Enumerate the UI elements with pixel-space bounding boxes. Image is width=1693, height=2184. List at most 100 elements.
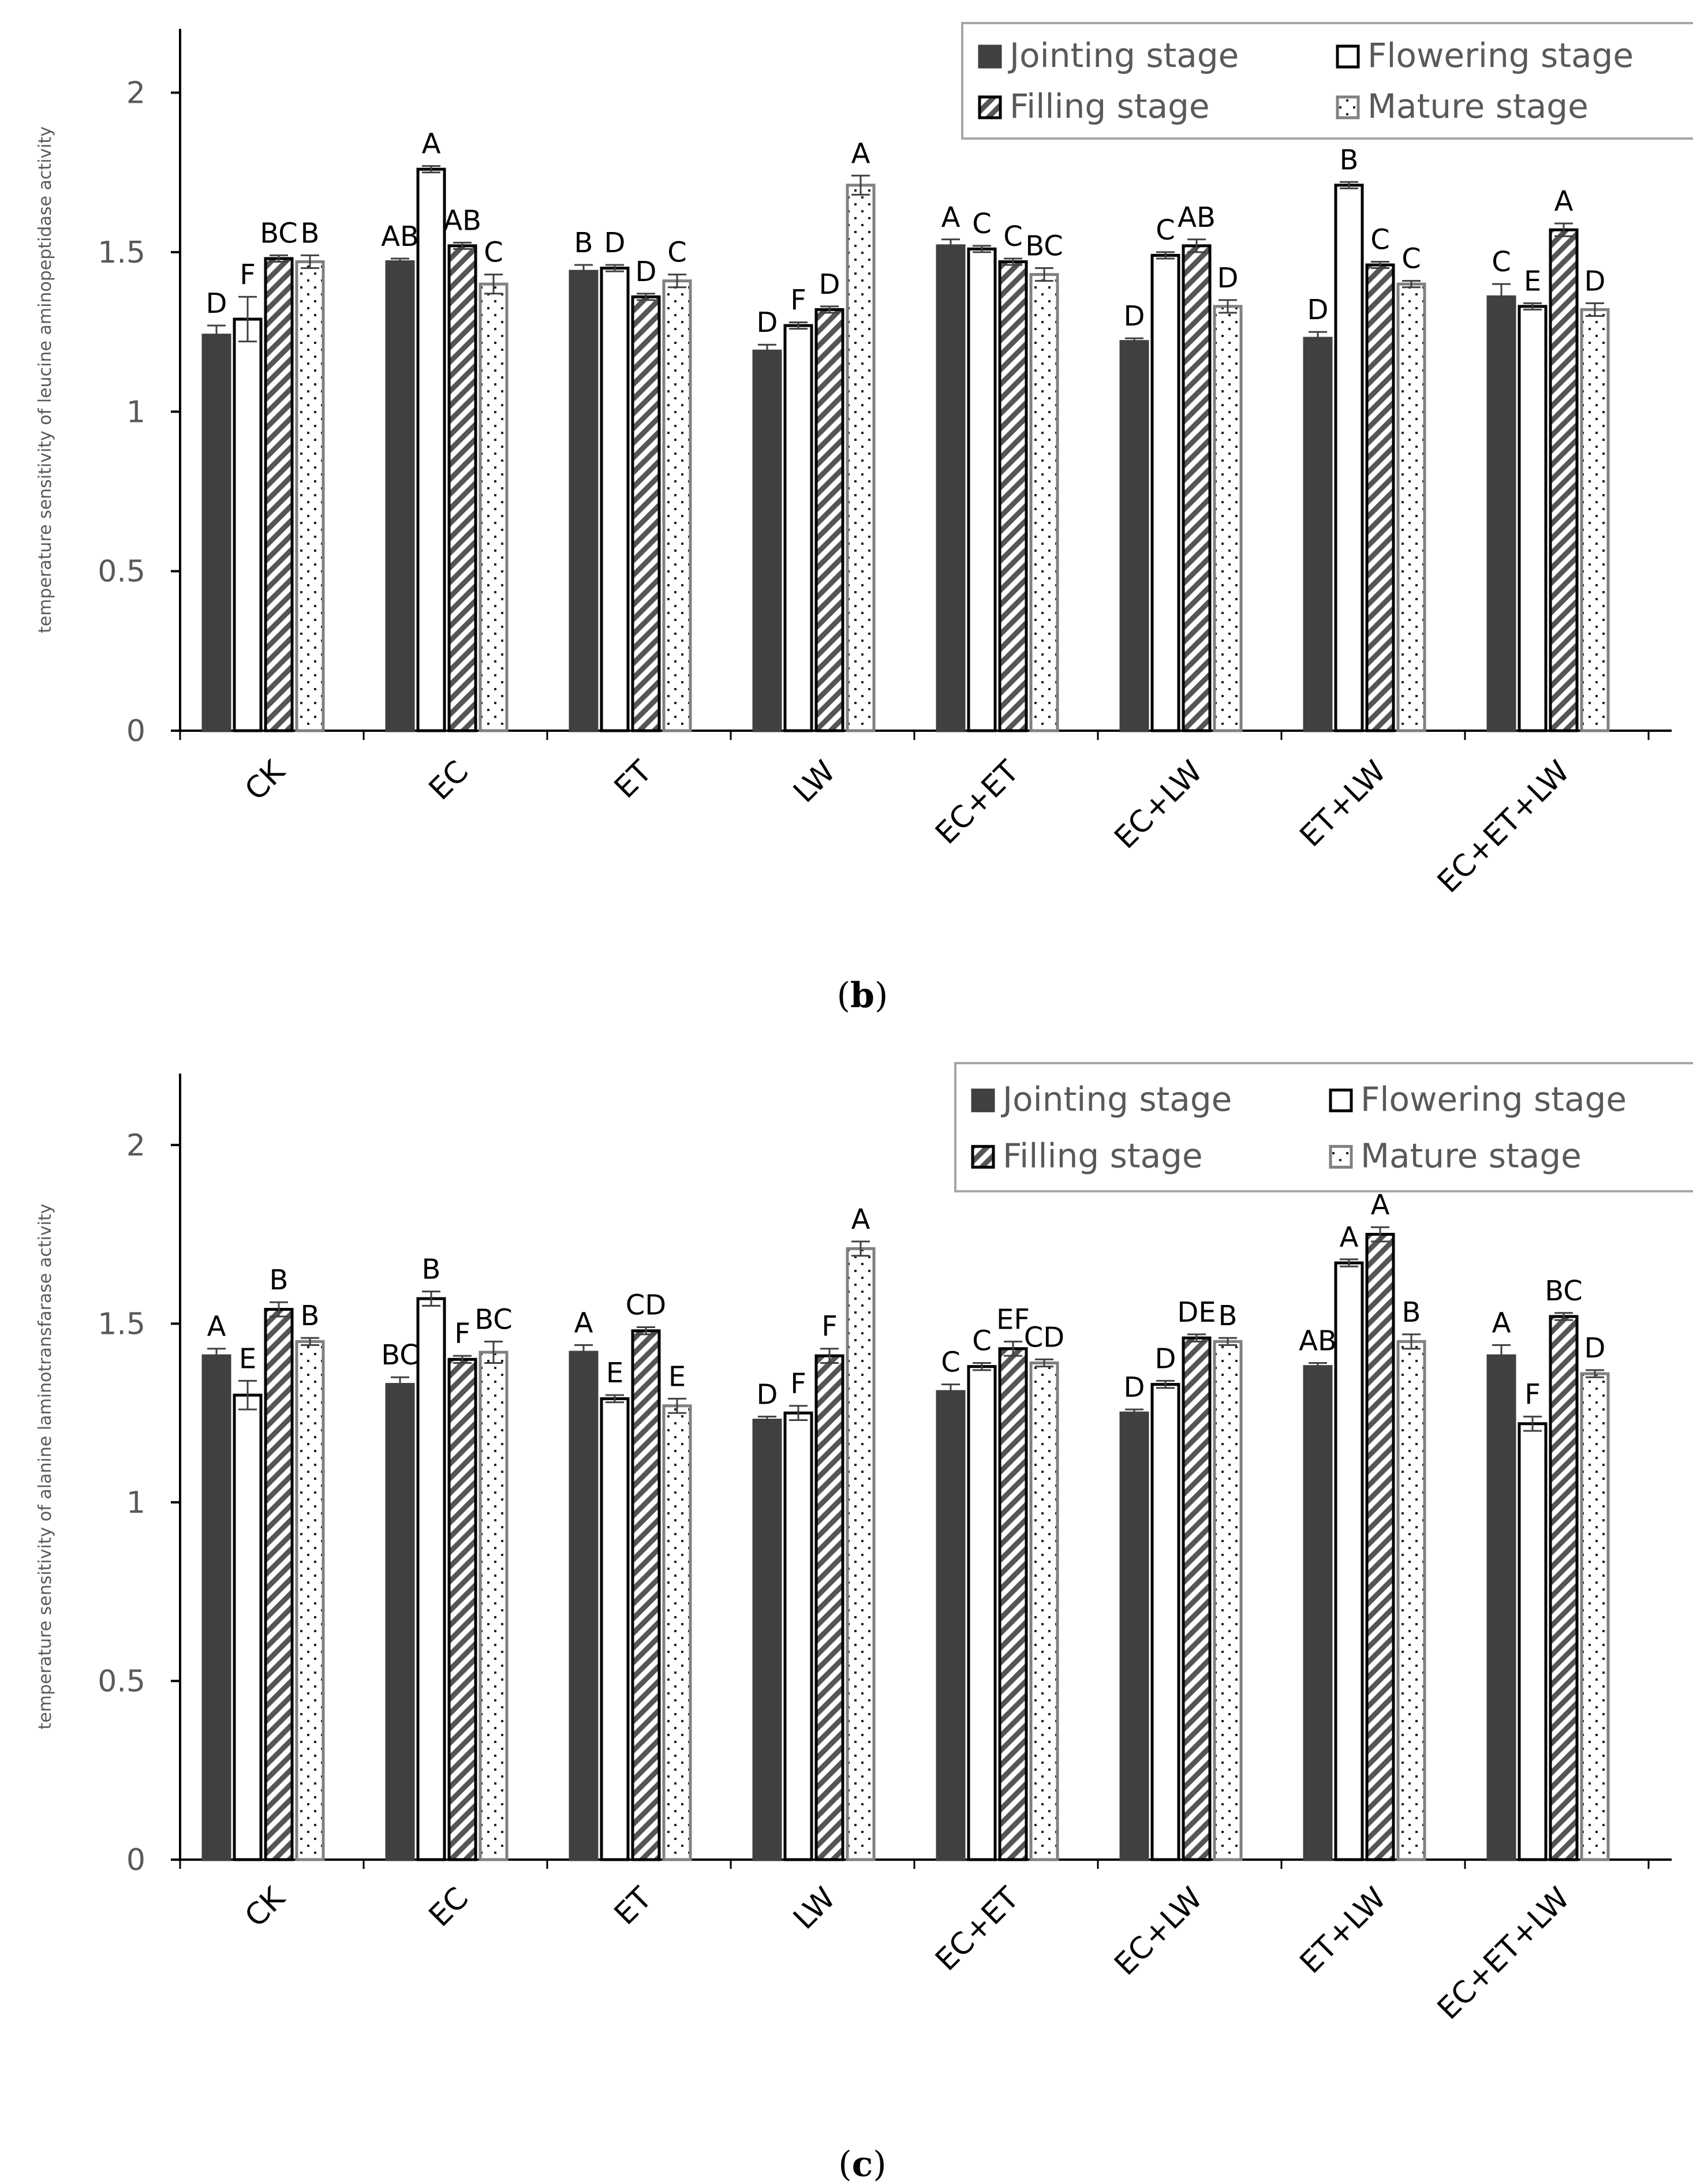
legend-label-jointing-stage: Jointing stage [1008,36,1239,75]
y-tick-label: 1 [126,395,145,429]
bar-jointing-stage-et-lw [1303,336,1333,732]
bar-mature-stage-ec [479,1351,509,1861]
data-label-filling-stage-ec-et: C [1003,220,1023,253]
data-label-jointing-stage-ck: D [206,287,227,320]
data-label-flowering-stage-ec-lw: C [1156,214,1175,246]
data-label-mature-stage-ck: B [301,217,320,249]
data-label-mature-stage-ec-et-lw: D [1584,265,1606,297]
data-label-jointing-stage-et: B [574,227,593,259]
x-tick-label-ec: EC [423,1881,475,1934]
x-tick-label-lw: LW [787,754,842,810]
y-tick-label: 1 [126,1486,145,1520]
legend-label-filling-stage: Filling stage [1003,1136,1203,1175]
y-tick-label: 0 [126,714,145,749]
legend-swatch-mature-stage [1336,95,1360,119]
x-tick-label-et-lw: ET+LW [1294,1881,1393,1980]
data-label-mature-stage-ec-et: CD [1024,1321,1064,1353]
bar-flowering-stage-ec-et [967,247,997,732]
data-label-flowering-stage-et: E [606,1357,623,1389]
bar-mature-stage-ec-lw [1213,1340,1243,1861]
bar-mature-stage-ec [479,282,509,732]
y-tick-label: 2 [126,1128,145,1163]
y-axis-title: temperature sensitivity of leucine amino… [35,126,55,633]
x-tick-label-ec-lw: EC+LW [1108,1881,1210,1983]
data-label-mature-stage-ec: BC [474,1303,513,1336]
bar-flowering-stage-ec [416,1297,446,1861]
x-tick-label-ck: CK [238,1880,293,1934]
bar-filling-stage-ck [264,1308,294,1861]
data-label-mature-stage-et-lw: C [1402,243,1421,275]
bar-jointing-stage-lw [752,349,782,732]
bar-flowering-stage-ck [233,317,263,732]
y-tick-label: 1.5 [98,235,145,270]
bar-mature-stage-ec-et-lw [1580,308,1610,732]
data-label-filling-stage-ec: F [454,1318,470,1350]
data-label-flowering-stage-lw: F [790,1368,806,1400]
data-label-filling-stage-ec-et-lw: BC [1545,1275,1583,1307]
bar-filling-stage-lw [814,1354,844,1861]
bar-flowering-stage-ec-et-lw [1518,1422,1548,1861]
bar-flowering-stage-et [600,267,630,732]
bar-mature-stage-ec-et [1029,273,1059,732]
bar-jointing-stage-lw [752,1419,782,1861]
bar-filling-stage-et [631,295,661,732]
data-label-filling-stage-et: CD [626,1289,666,1322]
legend-swatch-filling-stage [971,1145,995,1169]
bar-mature-stage-ec-et-lw [1580,1372,1610,1861]
x-tick-label-et-lw: ET+LW [1294,754,1393,854]
legend-label-mature-stage: Mature stage [1361,1136,1582,1175]
data-label-jointing-stage-et-lw: D [1307,294,1329,326]
y-axis-title: temperature sensitivity of alanine lamin… [35,1204,55,1730]
bar-mature-stage-ck [295,260,325,732]
x-tick-label-ec-et: EC+ET [929,754,1026,851]
data-label-flowering-stage-lw: F [790,285,806,317]
data-label-jointing-stage-ec-et: C [941,1347,961,1379]
data-label-mature-stage-lw: A [851,1203,870,1236]
bar-filling-stage-ec-lw [1182,1336,1212,1861]
data-label-filling-stage-ec-et: EF [996,1303,1030,1336]
x-tick-label-ck: CK [238,753,293,807]
bar-jointing-stage-ec-et [936,244,966,732]
legend-label-filling-stage: Filling stage [1010,87,1210,126]
legend-swatch-flowering-stage [1329,1089,1353,1113]
bar-flowering-stage-ec-lw [1150,253,1180,732]
bar-flowering-stage-et-lw [1334,184,1364,732]
chart-panel-b: 0 0.5 1 1.5 2 temperature sensitivity of leuc… [35,22,1693,1016]
bar-filling-stage-et-lw [1365,263,1395,732]
legend-label-flowering-stage: Flowering stage [1361,1080,1627,1119]
x-tick-label-ec-et-lw: EC+ET+LW [1431,1881,1576,2026]
data-label-filling-stage-ec: AB [443,204,481,237]
legend-swatch-jointing-stage [978,44,1002,69]
x-tick-label-ec-lw: EC+LW [1108,754,1210,856]
legend-swatch-filling-stage [978,95,1002,119]
bar-filling-stage-ck [264,257,294,732]
bar-jointing-stage-ec [385,1383,415,1861]
panel-label: (b) [837,975,888,1016]
bar-filling-stage-ec-lw [1182,244,1212,732]
bar-filling-stage-ec [447,244,477,732]
data-label-jointing-stage-et: A [574,1307,593,1340]
bar-filling-stage-ec-et-lw [1549,1315,1579,1861]
data-label-jointing-stage-ec: BC [381,1339,419,1371]
bar-jointing-stage-ec-et-lw [1486,1354,1516,1861]
bar-flowering-stage-ec-et [967,1365,997,1861]
data-label-flowering-stage-ck: F [240,259,256,291]
legend-swatch-mature-stage [1329,1145,1353,1169]
legend-box [954,1062,1693,1192]
bar-mature-stage-ec-et [1029,1361,1059,1861]
bar-flowering-stage-ec-et-lw [1518,305,1548,732]
data-label-jointing-stage-ec-lw: D [1124,300,1145,332]
bar-jointing-stage-ck [201,1354,231,1861]
bar-filling-stage-lw [814,308,844,732]
data-label-mature-stage-ec: C [484,237,503,269]
bar-filling-stage-ec-et-lw [1549,228,1579,732]
data-label-mature-stage-ec-et-lw: D [1584,1332,1606,1364]
legend-box [961,22,1693,140]
data-label-mature-stage-ck: B [301,1300,320,1332]
data-label-mature-stage-lw: A [851,137,870,170]
y-tick-label: 2 [126,76,145,111]
y-tick-label: 0 [126,1843,145,1878]
data-label-filling-stage-ec-et-lw: A [1554,185,1574,218]
data-label-flowering-stage-ec-et: C [972,1325,992,1357]
data-label-filling-stage-lw: F [821,1311,838,1343]
